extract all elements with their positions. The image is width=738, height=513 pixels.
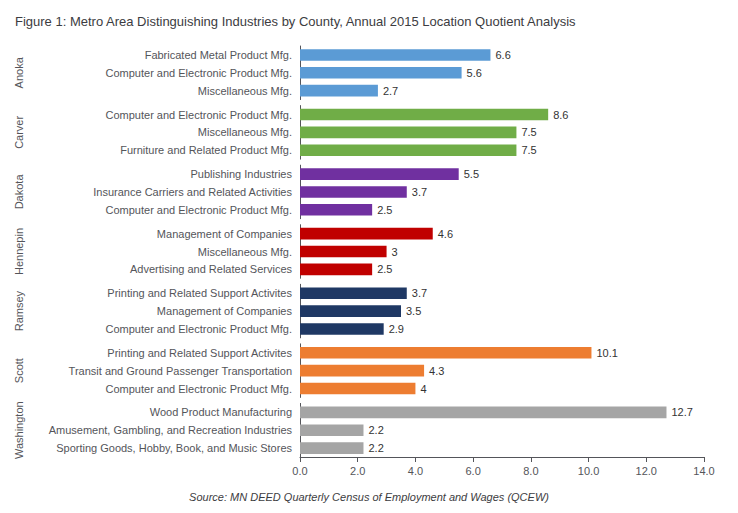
svg-text:10.1: 10.1 xyxy=(596,347,617,359)
svg-text:Insurance Carriers and Related: Insurance Carriers and Related Activitie… xyxy=(93,186,292,198)
svg-text:Wood Product Manufacturing: Wood Product Manufacturing xyxy=(150,406,292,418)
svg-text:0.0: 0.0 xyxy=(292,465,307,477)
svg-text:Computer and Electronic Produc: Computer and Electronic Product Mfg. xyxy=(106,67,292,79)
svg-text:Scott: Scott xyxy=(13,358,25,383)
svg-text:Anoka: Anoka xyxy=(13,56,25,88)
svg-text:14.0: 14.0 xyxy=(693,465,714,477)
svg-text:Hennepin: Hennepin xyxy=(13,228,25,275)
svg-text:Computer and Electronic Produc: Computer and Electronic Product Mfg. xyxy=(106,109,292,121)
svg-text:3: 3 xyxy=(392,246,398,258)
svg-text:2.7: 2.7 xyxy=(383,85,398,97)
svg-text:Washington: Washington xyxy=(13,401,25,459)
svg-text:4.3: 4.3 xyxy=(429,365,444,377)
svg-text:5.6: 5.6 xyxy=(467,67,482,79)
svg-text:6.6: 6.6 xyxy=(495,49,510,61)
svg-text:10.0: 10.0 xyxy=(578,465,599,477)
svg-text:Computer and Electronic Produc: Computer and Electronic Product Mfg. xyxy=(106,323,292,335)
svg-text:2.2: 2.2 xyxy=(368,442,383,454)
svg-text:Printing and Related Support A: Printing and Related Support Activites xyxy=(107,347,292,359)
svg-text:2.5: 2.5 xyxy=(377,263,392,275)
svg-text:2.0: 2.0 xyxy=(350,465,365,477)
svg-text:Transit and Ground Passenger T: Transit and Ground Passenger Transportat… xyxy=(69,365,292,377)
svg-text:Sporting Goods, Hobby, Book, a: Sporting Goods, Hobby, Book, and Music S… xyxy=(56,442,292,454)
svg-text:Amusement, Gambling, and Recre: Amusement, Gambling, and Recreation Indu… xyxy=(49,424,293,436)
svg-text:4.6: 4.6 xyxy=(438,228,453,240)
svg-text:Ramsey: Ramsey xyxy=(13,290,25,331)
svg-text:Dakota: Dakota xyxy=(13,174,25,210)
svg-text:3.5: 3.5 xyxy=(406,305,421,317)
svg-text:12.0: 12.0 xyxy=(636,465,657,477)
svg-text:Management of Companies: Management of Companies xyxy=(157,305,293,317)
svg-text:6.0: 6.0 xyxy=(465,465,480,477)
svg-text:2.5: 2.5 xyxy=(377,204,392,216)
svg-text:7.5: 7.5 xyxy=(521,144,536,156)
svg-text:3.7: 3.7 xyxy=(412,287,427,299)
svg-text:2.2: 2.2 xyxy=(368,424,383,436)
svg-text:Fabricated Metal Product Mfg.: Fabricated Metal Product Mfg. xyxy=(145,49,292,61)
svg-text:7.5: 7.5 xyxy=(521,126,536,138)
svg-text:Advertising and Related Servic: Advertising and Related Services xyxy=(130,263,293,275)
svg-text:Miscellaneous Mfg.: Miscellaneous Mfg. xyxy=(198,246,292,258)
svg-text:Furniture and Related Product: Furniture and Related Product Mfg. xyxy=(120,144,292,156)
svg-text:8.6: 8.6 xyxy=(553,109,568,121)
svg-text:Source: MN DEED Quarterly Cens: Source: MN DEED Quarterly Census of Empl… xyxy=(189,491,549,503)
svg-text:Miscellaneous Mfg.: Miscellaneous Mfg. xyxy=(198,126,292,138)
svg-text:Figure 1: Metro Area Distingui: Figure 1: Metro Area Distinguishing Indu… xyxy=(15,14,576,29)
svg-text:3.7: 3.7 xyxy=(412,186,427,198)
svg-text:4: 4 xyxy=(420,383,426,395)
svg-text:Carver: Carver xyxy=(13,116,25,149)
svg-text:Publishing Industries: Publishing Industries xyxy=(190,168,292,180)
svg-text:Computer and Electronic Produc: Computer and Electronic Product Mfg. xyxy=(106,204,292,216)
svg-text:Printing and Related Support A: Printing and Related Support Activites xyxy=(107,287,292,299)
svg-text:12.7: 12.7 xyxy=(671,406,692,418)
svg-text:Miscellaneous Mfg.: Miscellaneous Mfg. xyxy=(198,85,292,97)
svg-text:5.5: 5.5 xyxy=(464,168,479,180)
svg-text:4.0: 4.0 xyxy=(408,465,423,477)
svg-text:8.0: 8.0 xyxy=(523,465,538,477)
svg-text:Management of Companies: Management of Companies xyxy=(157,228,293,240)
svg-text:Computer and Electronic Produc: Computer and Electronic Product Mfg. xyxy=(106,383,292,395)
svg-text:2.9: 2.9 xyxy=(389,323,404,335)
